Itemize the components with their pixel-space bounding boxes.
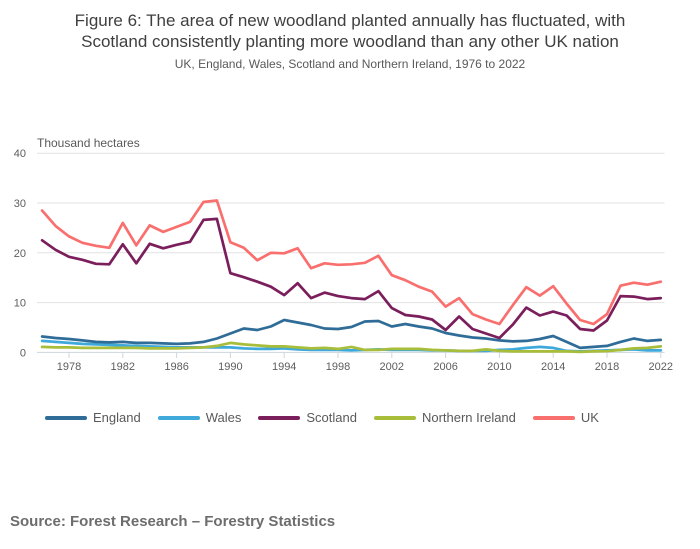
- legend-swatch-scotland: [258, 415, 301, 420]
- legend-label-england: England: [93, 410, 141, 425]
- chart-title-line2: Scotland consistently planting more wood…: [81, 32, 619, 51]
- legend-swatch-uk: [532, 415, 575, 420]
- legend-label-northern-ireland: Northern Ireland: [421, 410, 516, 425]
- legend-item-wales: Wales: [157, 409, 242, 426]
- legend-item-scotland: Scotland: [258, 409, 357, 426]
- x-axis-tick-label: 1990: [218, 361, 242, 373]
- legend-label-scotland: Scotland: [306, 410, 357, 425]
- chart-subtitle: UK, England, Wales, Scotland and Norther…: [174, 57, 526, 71]
- chart-title-line1: Figure 6: The area of new woodland plant…: [74, 11, 626, 30]
- legend-swatch-england: [45, 415, 87, 420]
- y-axis-unit-label: Thousand hectares: [37, 136, 140, 150]
- series-line-wales: [40, 339, 663, 353]
- y-axis-tick-label: 20: [14, 248, 26, 260]
- legend-item-uk: UK: [532, 409, 599, 426]
- y-axis-tick-label: 10: [14, 298, 26, 310]
- y-axis-tick-label: 0: [20, 347, 26, 359]
- chart-legend: England Wales Scotland Northern Ireland …: [45, 409, 599, 426]
- x-axis-tick-label: 1982: [111, 361, 135, 373]
- x-axis-tick-label: 1994: [272, 361, 296, 373]
- legend-label-uk: UK: [580, 410, 599, 425]
- chart-title: Figure 6: The area of new woodland plant…: [0, 10, 700, 52]
- x-axis-tick-label: 2010: [487, 361, 511, 373]
- legend-swatch-northern-ireland: [373, 415, 416, 420]
- x-axis-tick-label: 2002: [380, 361, 404, 373]
- y-axis-tick-label: 30: [14, 198, 26, 210]
- series-line-scotland: [40, 217, 663, 340]
- x-axis-tick-label: 2006: [433, 361, 457, 373]
- series-line-uk: [40, 199, 663, 326]
- x-axis-tick-label: 2022: [649, 361, 673, 373]
- y-axis-tick-label: 40: [14, 148, 26, 160]
- series-line-northern-ireland: [40, 341, 663, 354]
- legend-item-northern-ireland: Northern Ireland: [373, 409, 516, 426]
- source-note: Source: Forest Research – Forestry Stati…: [10, 513, 336, 530]
- series-line-england: [40, 318, 663, 350]
- x-axis-tick-label: 1978: [57, 361, 81, 373]
- x-axis-tick-label: 1986: [164, 361, 188, 373]
- legend-item-england: England: [45, 409, 141, 426]
- legend-label-wales: Wales: [205, 410, 242, 425]
- x-axis-tick-label: 2018: [595, 361, 619, 373]
- x-axis-tick-label: 1998: [326, 361, 350, 373]
- legend-swatch-wales: [157, 415, 200, 420]
- x-axis-tick-label: 2014: [541, 361, 565, 373]
